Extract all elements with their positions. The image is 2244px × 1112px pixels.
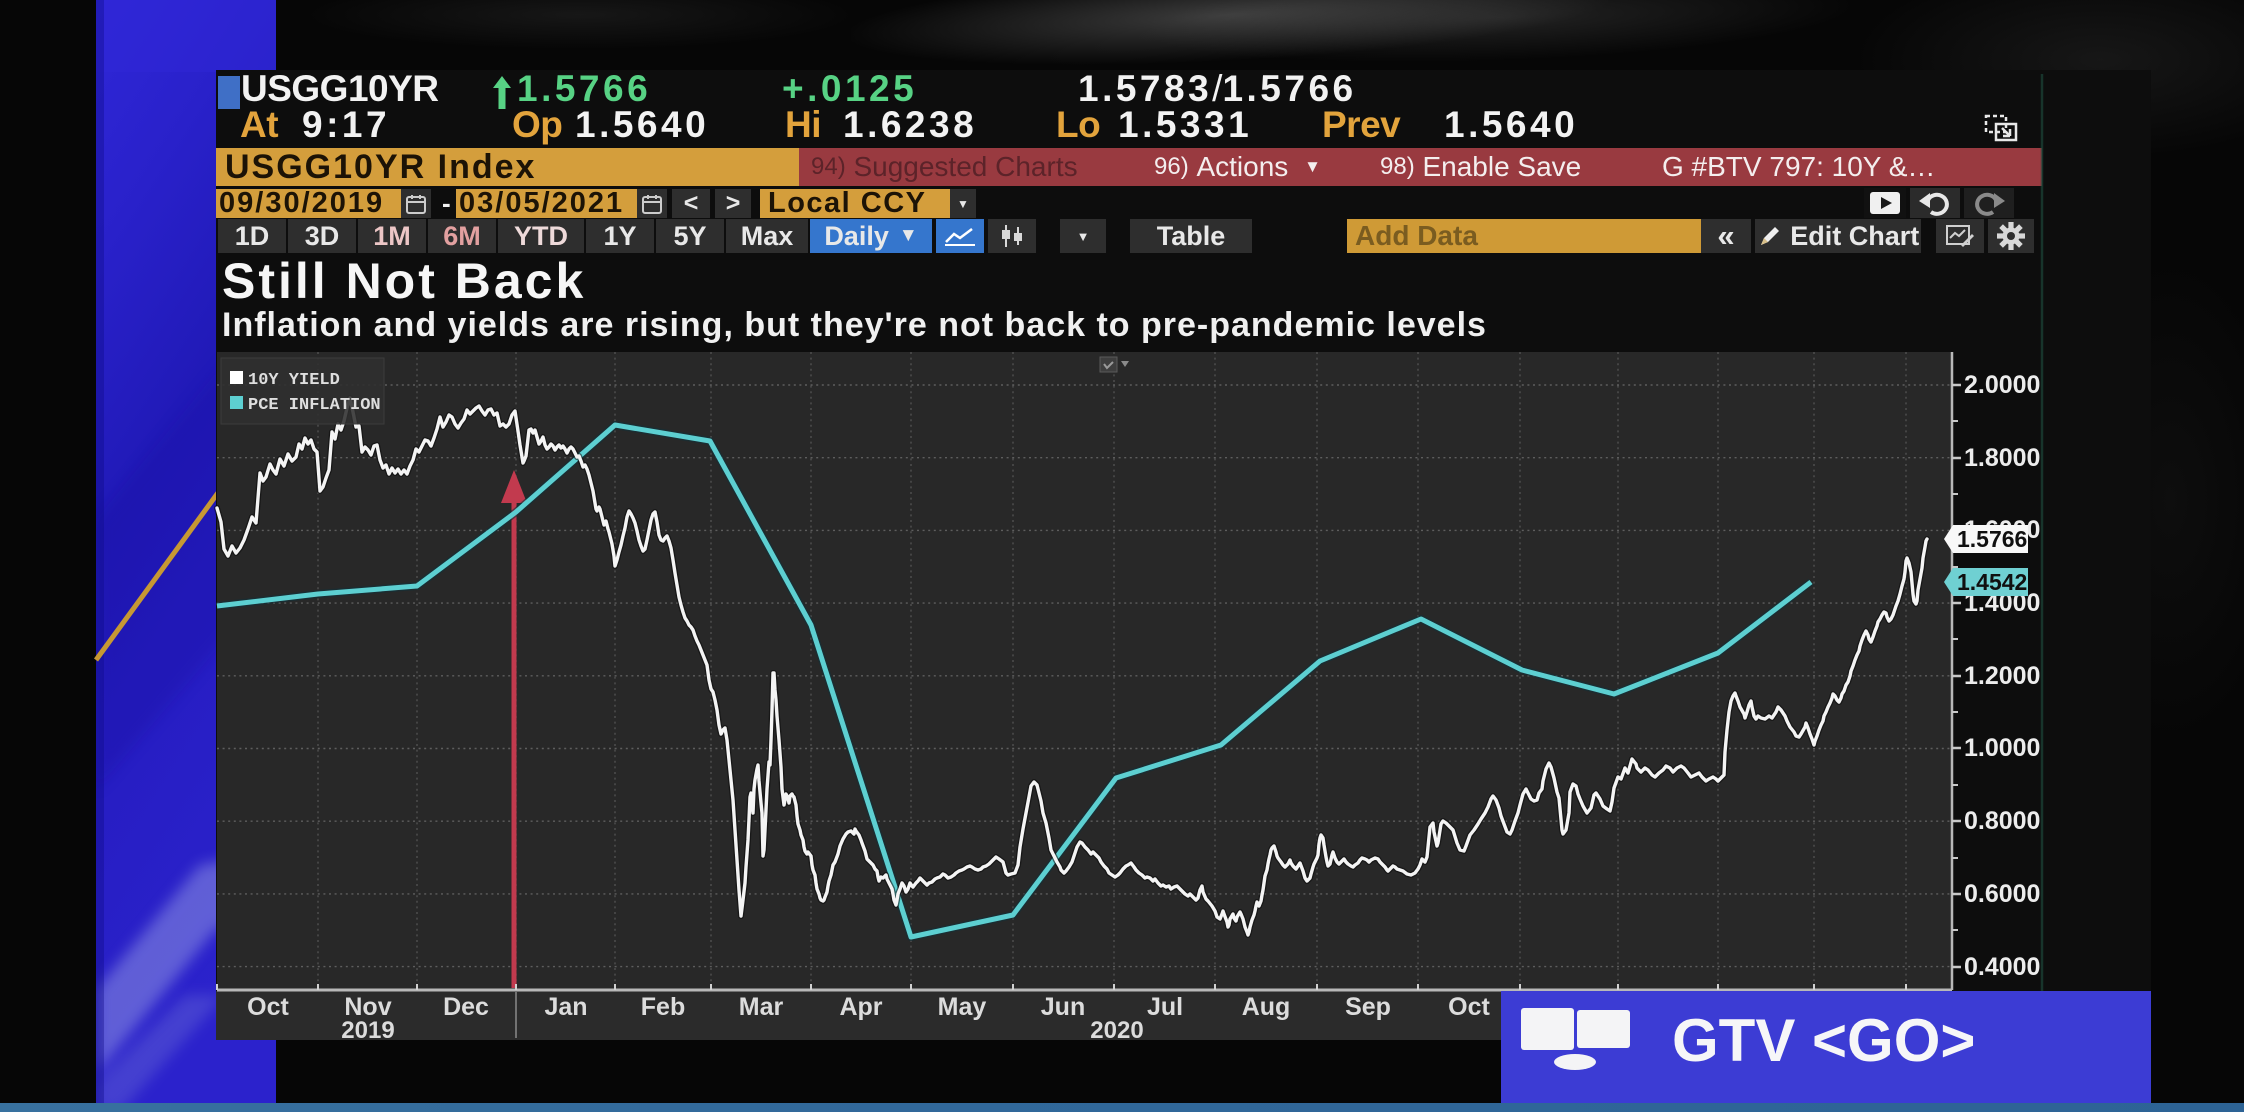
svg-text:Sep: Sep [1345, 993, 1391, 1021]
svg-text:1.8000: 1.8000 [1964, 444, 2040, 472]
svg-text:Feb: Feb [641, 993, 685, 1021]
svg-text:2.0000: 2.0000 [1964, 371, 2040, 399]
svg-text:May: May [938, 993, 987, 1021]
svg-text:Oct: Oct [1448, 993, 1490, 1021]
svg-text:Nov: Nov [344, 993, 391, 1021]
svg-text:2019: 2019 [341, 1017, 394, 1044]
svg-text:PCE INFLATION: PCE INFLATION [248, 396, 381, 415]
svg-text:0.6000: 0.6000 [1964, 880, 2040, 908]
svg-text:Mar: Mar [739, 993, 784, 1021]
svg-text:Dec: Dec [443, 993, 489, 1021]
svg-text:Oct: Oct [247, 993, 289, 1021]
svg-text:1.5766: 1.5766 [1957, 526, 2027, 552]
svg-text:10Y YIELD: 10Y YIELD [248, 371, 340, 390]
svg-text:Jan: Jan [544, 993, 587, 1021]
svg-text:0.4000: 0.4000 [1964, 953, 2040, 981]
svg-text:Aug: Aug [1242, 993, 1291, 1021]
svg-text:Apr: Apr [839, 993, 882, 1021]
svg-text:1.2000: 1.2000 [1964, 662, 2040, 690]
svg-text:0.8000: 0.8000 [1964, 807, 2040, 835]
svg-text:1.0000: 1.0000 [1964, 734, 2040, 762]
svg-text:1.4542: 1.4542 [1957, 569, 2027, 595]
svg-text:Jul: Jul [1147, 993, 1183, 1021]
svg-text:2020: 2020 [1090, 1017, 1143, 1044]
svg-text:Jun: Jun [1041, 993, 1085, 1021]
